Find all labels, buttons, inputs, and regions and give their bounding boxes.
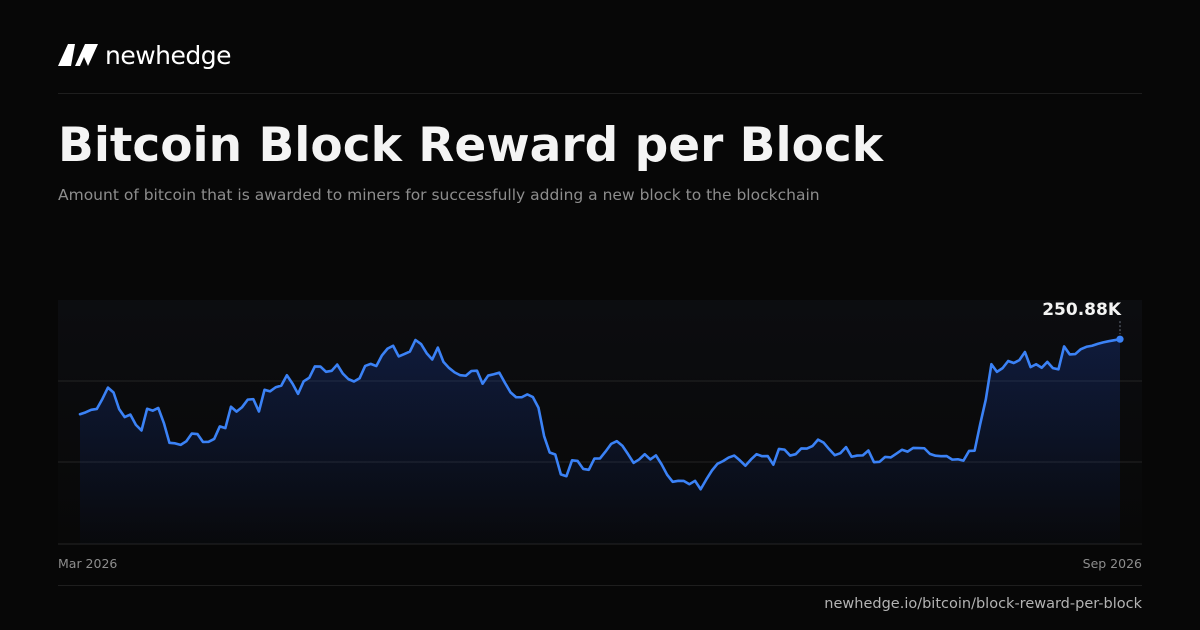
series-area <box>80 339 1120 544</box>
x-axis-label-end: Sep 2026 <box>1082 556 1142 571</box>
brand-name: newhedge <box>105 40 232 70</box>
page-subtitle: Amount of bitcoin that is awarded to min… <box>58 186 820 204</box>
last-value-label: 250.88K <box>1042 300 1122 320</box>
series-line <box>78 337 1122 491</box>
last-value-point[interactable] <box>1116 335 1124 343</box>
brand[interactable]: newhedge <box>58 40 232 70</box>
header-divider <box>58 93 1142 94</box>
footer-divider <box>58 585 1142 586</box>
newhedge-logo-icon <box>58 44 98 66</box>
block-reward-chart: 250.88K <box>58 300 1142 545</box>
x-axis-label-start: Mar 2026 <box>58 556 118 571</box>
page-title: Bitcoin Block Reward per Block <box>58 118 883 173</box>
source-url[interactable]: newhedge.io/bitcoin/block-reward-per-blo… <box>824 596 1142 612</box>
